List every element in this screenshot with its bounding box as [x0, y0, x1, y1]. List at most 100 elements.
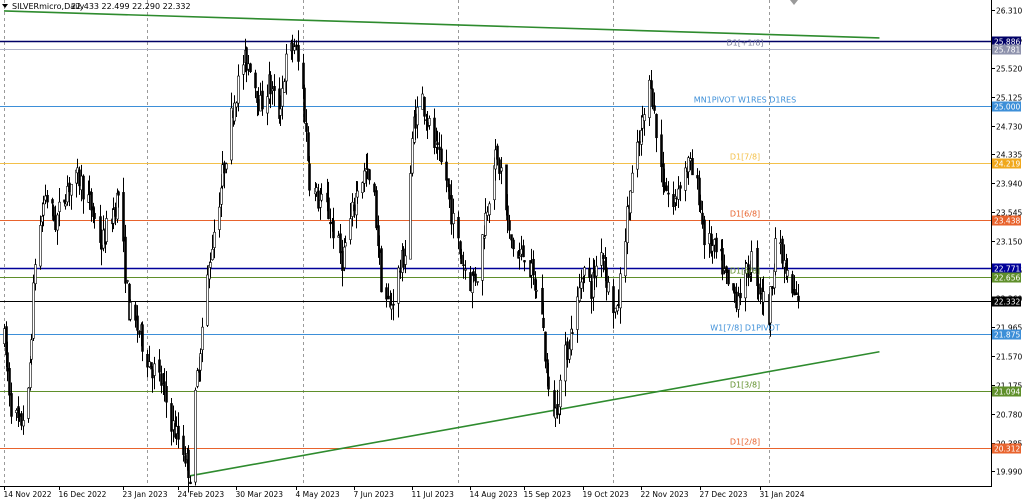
candle	[460, 248, 463, 265]
candle	[578, 273, 581, 303]
candle	[297, 30, 300, 71]
shift-marker-icon[interactable]	[790, 0, 798, 5]
price-tag-label: 24.219	[994, 160, 1020, 169]
candle	[29, 356, 32, 391]
candle	[266, 84, 269, 126]
candle	[580, 269, 583, 299]
y-tick-label: 19.990	[996, 468, 1022, 477]
candle	[583, 265, 586, 284]
candle	[315, 183, 318, 197]
chart-header: SILVERmicro,Daily 22.433 22.499 22.290 2…	[2, 2, 191, 11]
candle	[82, 174, 85, 214]
candle	[308, 156, 311, 197]
candle	[170, 397, 173, 446]
ohlc-values: 22.433 22.499 22.290 22.332	[71, 2, 191, 11]
candle	[532, 250, 535, 285]
candle	[303, 84, 306, 124]
candle	[481, 234, 484, 296]
candle	[361, 181, 364, 199]
price-tag-label: 20.312	[994, 445, 1020, 454]
price-tag-bg	[992, 329, 1021, 340]
candle	[201, 317, 204, 363]
candle	[233, 95, 236, 125]
candle	[795, 281, 798, 295]
candle	[629, 190, 632, 221]
candle	[129, 299, 132, 322]
collapse-arrow-icon[interactable]	[2, 4, 8, 8]
candle	[547, 362, 550, 397]
candle	[293, 38, 296, 55]
candles	[3, 30, 800, 493]
level-label: MN1PIVOT W1RES D1RES	[694, 96, 796, 105]
x-tick-label: 14 Nov 2022	[4, 490, 52, 499]
candle	[141, 321, 144, 362]
candle	[602, 253, 605, 273]
candle	[510, 234, 513, 249]
trendlines	[3, 10, 880, 477]
candle	[134, 301, 137, 328]
candle	[3, 323, 6, 348]
y-tick-label: 21.175	[996, 382, 1022, 391]
candle	[747, 255, 750, 287]
candle	[206, 265, 209, 327]
candle	[247, 55, 250, 76]
trendline	[3, 10, 880, 39]
x-tick-label: 4 May 2023	[296, 490, 340, 499]
candle	[508, 214, 511, 239]
candle	[90, 188, 93, 222]
price-tag-bg	[992, 158, 1021, 169]
candle	[462, 251, 465, 279]
candle	[8, 362, 11, 407]
candle	[464, 260, 467, 280]
candle	[535, 279, 538, 299]
candle	[387, 283, 390, 300]
candle	[411, 131, 414, 177]
candle	[631, 165, 634, 193]
x-tick-label: 31 Jan 2024	[760, 490, 805, 499]
candle	[679, 181, 682, 202]
candle	[317, 183, 320, 212]
candle	[542, 302, 545, 331]
candle	[237, 64, 240, 112]
candle	[126, 279, 129, 284]
candle	[385, 283, 388, 308]
candle	[650, 69, 653, 90]
candle	[221, 150, 224, 190]
candle	[165, 370, 168, 418]
price-tag-bg	[992, 44, 1021, 55]
candle	[438, 132, 441, 161]
candle	[733, 284, 736, 303]
period-separators	[4, 0, 770, 486]
candle	[739, 278, 742, 306]
candle	[677, 176, 680, 208]
x-tick-label: 23 Jan 2023	[123, 490, 168, 499]
candle	[500, 156, 503, 185]
candle	[117, 190, 120, 208]
level-label: D1[7/8]	[730, 153, 760, 162]
candle	[556, 389, 559, 419]
trendline	[189, 350, 880, 477]
candle	[701, 200, 704, 229]
candle	[42, 195, 45, 227]
x-tick-label: 27 Dec 2023	[700, 490, 748, 499]
candle	[605, 256, 608, 301]
candle	[643, 108, 646, 136]
candle	[544, 331, 547, 369]
candle	[194, 387, 197, 486]
y-tick-label: 25.520	[996, 65, 1022, 74]
candle	[281, 75, 284, 120]
candle	[436, 130, 439, 160]
candle	[138, 330, 141, 338]
candle	[273, 74, 276, 107]
level-label: D1[6/8]	[730, 210, 760, 219]
candle	[518, 242, 521, 270]
price-tag-label: 21.875	[994, 331, 1020, 340]
candle	[457, 211, 460, 250]
price-tag-label: 25.781	[994, 46, 1020, 55]
candle	[249, 62, 252, 73]
candle	[472, 269, 475, 283]
candle	[696, 168, 699, 190]
candle	[20, 411, 23, 431]
candle	[349, 202, 352, 245]
